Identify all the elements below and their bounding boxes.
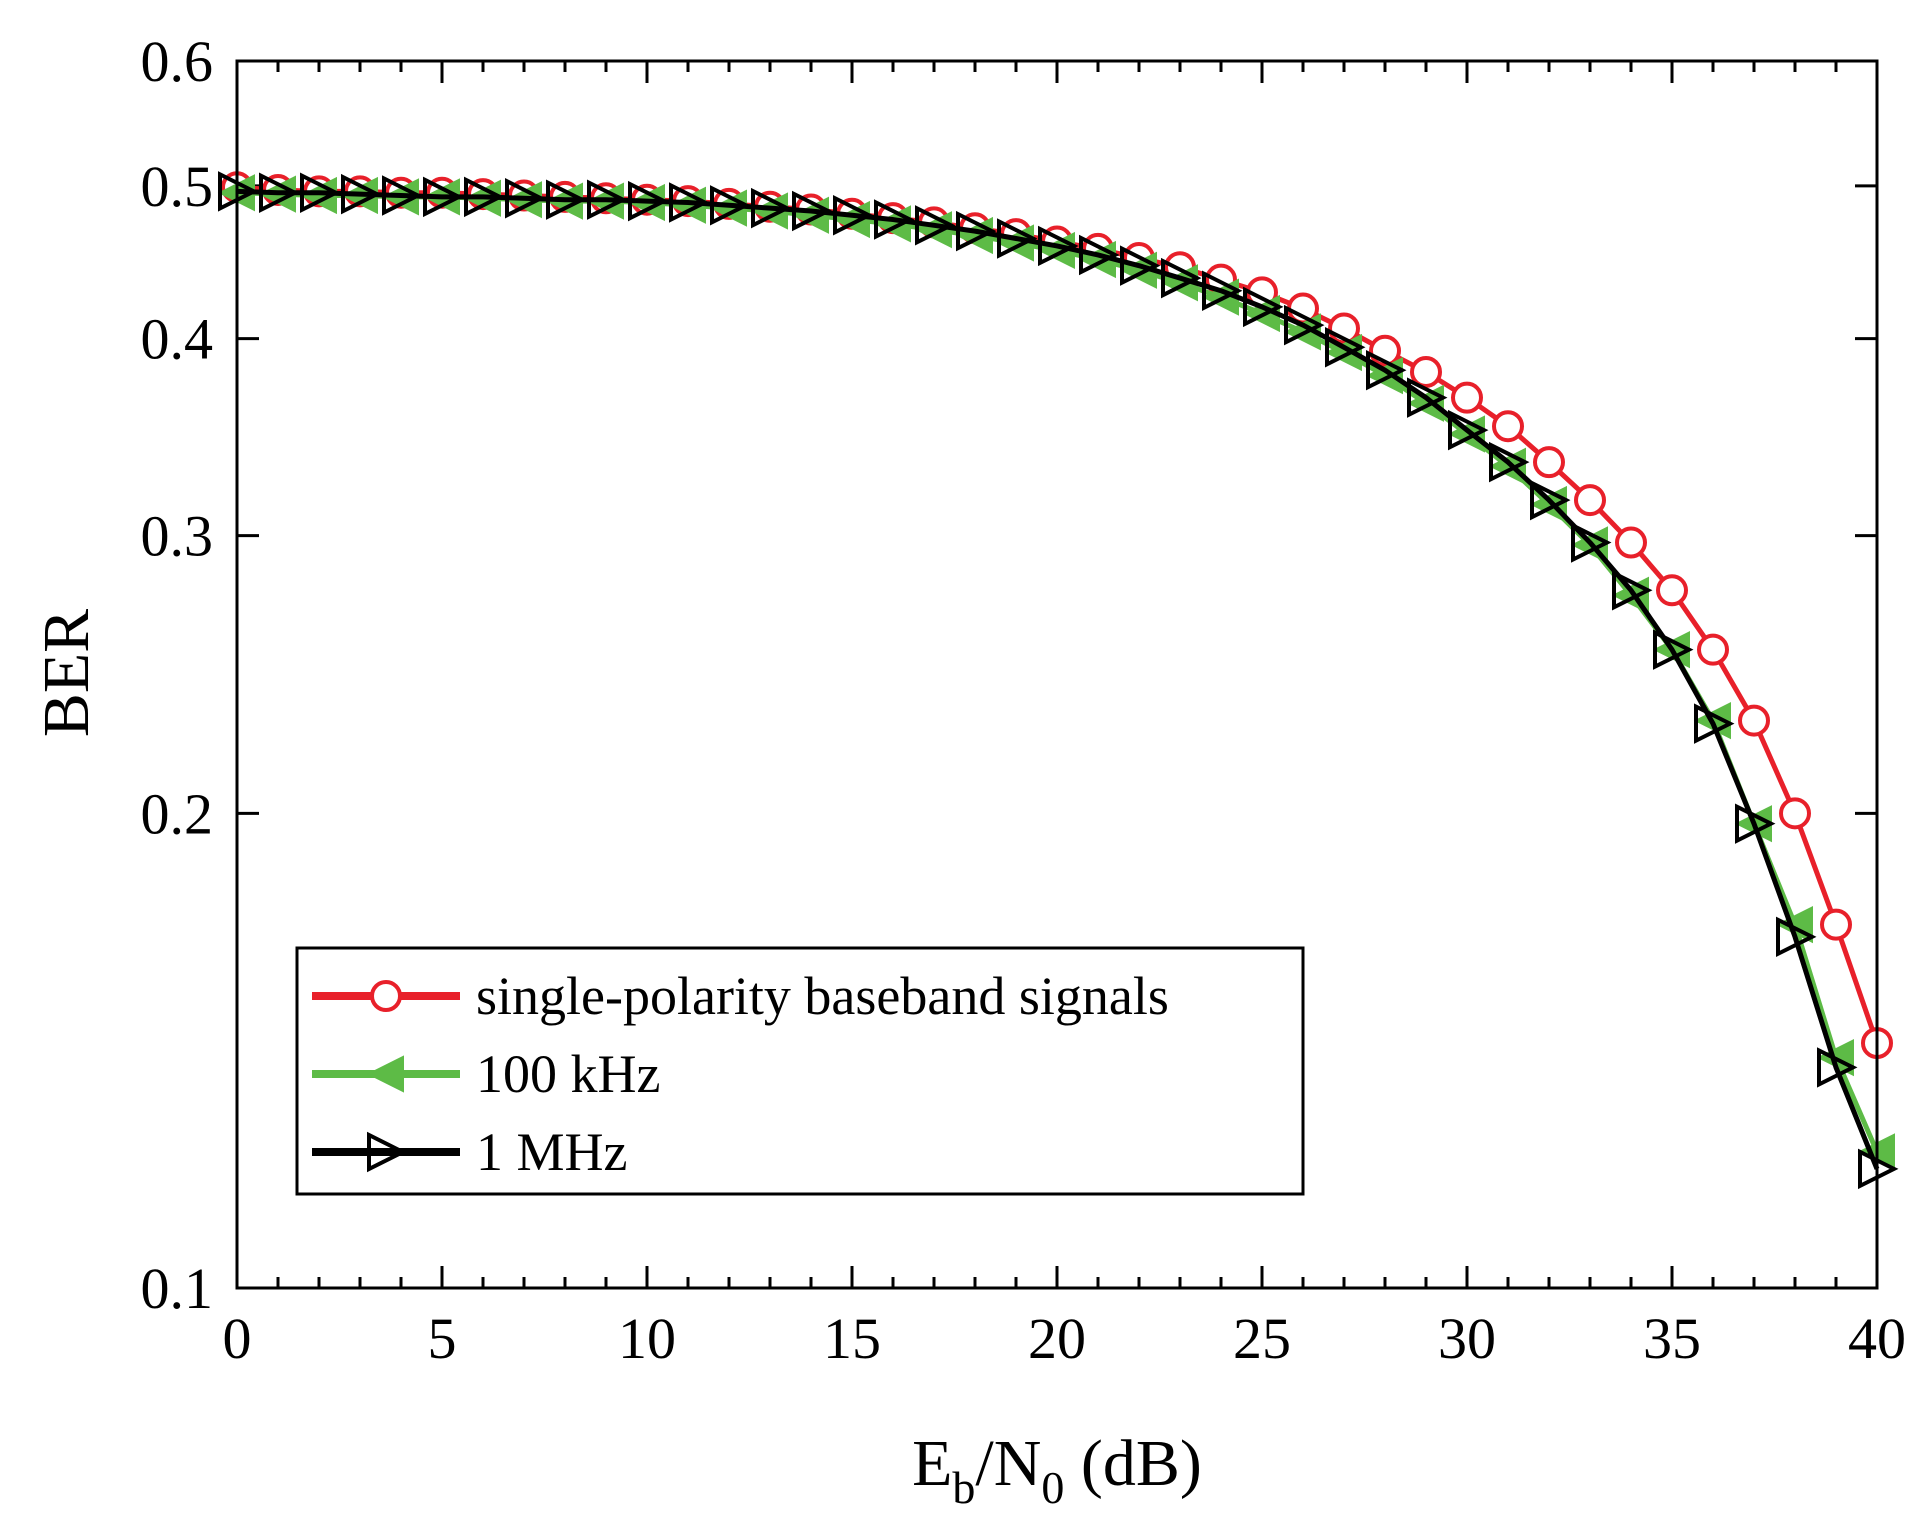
legend-label: 100 kHz — [476, 1044, 660, 1104]
x-tick-label: 40 — [1848, 1306, 1906, 1371]
series-layer — [217, 171, 1899, 1190]
data-point — [464, 176, 505, 218]
data-point — [751, 187, 792, 229]
data-point — [1656, 574, 1688, 607]
data-point — [1738, 704, 1770, 737]
x-tick-label: 15 — [823, 1306, 881, 1371]
legend-marker — [367, 1131, 408, 1173]
x-axis-title: Eb/N0 (dB) — [912, 1427, 1202, 1513]
data-point — [546, 179, 587, 220]
y-tick-label: 0.3 — [141, 504, 214, 569]
data-point — [1079, 234, 1120, 276]
x-tick-label: 0 — [223, 1306, 252, 1371]
y-axis-title: BER — [30, 609, 103, 737]
data-point — [1202, 270, 1243, 311]
y-tick-label: 0.2 — [141, 781, 214, 846]
data-point — [1161, 257, 1202, 299]
data-point — [915, 205, 956, 246]
data-point — [1735, 803, 1776, 844]
data-point — [628, 180, 669, 222]
legend: single-polarity baseband signals 100 kHz 1… — [295, 946, 1305, 1196]
data-point — [1325, 327, 1366, 368]
y-tick-label: 0.6 — [141, 29, 214, 94]
data-point — [1120, 245, 1161, 286]
data-point — [382, 175, 423, 216]
data-point — [423, 176, 464, 218]
data-point — [341, 173, 382, 215]
data-point — [1492, 410, 1524, 443]
data-point — [259, 172, 300, 213]
data-point — [300, 172, 341, 213]
data-point — [1489, 441, 1530, 483]
data-point — [1653, 629, 1694, 670]
legend-marker — [366, 1055, 404, 1093]
series-line — [236, 188, 1880, 1170]
data-point — [1284, 304, 1325, 346]
data-point — [1530, 479, 1571, 521]
data-point — [1038, 225, 1079, 267]
x-tick-label: 35 — [1643, 1306, 1701, 1371]
legend-items: single-polarity baseband signals 100 kHz 1… — [312, 966, 1169, 1182]
data-point — [1817, 1047, 1858, 1088]
x-tick-label: 10 — [618, 1306, 676, 1371]
data-point — [710, 185, 751, 226]
data-point — [1694, 703, 1735, 744]
x-tick-label: 25 — [1233, 1306, 1291, 1371]
x-tick-label: 5 — [428, 1306, 457, 1371]
x-tick-label: 30 — [1438, 1306, 1496, 1371]
x-axis-title-main: E — [912, 1427, 952, 1500]
x-axis-title-sub-0: 0 — [1041, 1462, 1064, 1513]
data-point — [1779, 797, 1811, 830]
data-point — [792, 190, 833, 232]
data-point — [1574, 484, 1606, 517]
x-axis-title-tail: (dB) — [1064, 1427, 1201, 1500]
legend-label: single-polarity baseband signals — [476, 966, 1169, 1026]
data-point — [1571, 522, 1612, 563]
data-point — [1697, 633, 1729, 666]
data-point — [1448, 409, 1489, 451]
data-point — [997, 218, 1038, 259]
data-point — [1366, 349, 1407, 391]
data-point — [956, 210, 997, 252]
data-point — [505, 178, 546, 219]
legend-label: 1 MHz — [476, 1122, 627, 1182]
data-point — [1407, 377, 1448, 418]
legend-marker — [370, 980, 402, 1012]
x-axis-title-mid: /N — [975, 1427, 1041, 1500]
data-point — [1612, 570, 1653, 611]
y-tick-label: 0.1 — [141, 1256, 214, 1321]
data-point — [587, 179, 628, 220]
data-point — [669, 182, 710, 223]
tick-labels: 0 5 10 15 20 25 30 35 40 0.1 0.2 0.3 0.4 0.5 0.6 — [141, 29, 1907, 1371]
data-point — [833, 195, 874, 236]
data-point — [1776, 916, 1817, 958]
data-point — [1410, 355, 1442, 388]
data-point — [1615, 526, 1647, 559]
y-tick-label: 0.4 — [141, 307, 214, 372]
plot-frame — [235, 59, 1879, 1290]
series-triangle-right — [218, 171, 1899, 1190]
data-point — [874, 199, 915, 240]
data-point — [1243, 286, 1284, 328]
data-point — [1451, 381, 1483, 414]
data-point — [1820, 908, 1852, 941]
x-tick-label: 20 — [1028, 1306, 1086, 1371]
legend-box — [295, 946, 1305, 1196]
data-point — [1533, 446, 1565, 479]
x-axis-title-sub-b: b — [952, 1462, 975, 1513]
y-tick-label: 0.5 — [141, 154, 214, 219]
